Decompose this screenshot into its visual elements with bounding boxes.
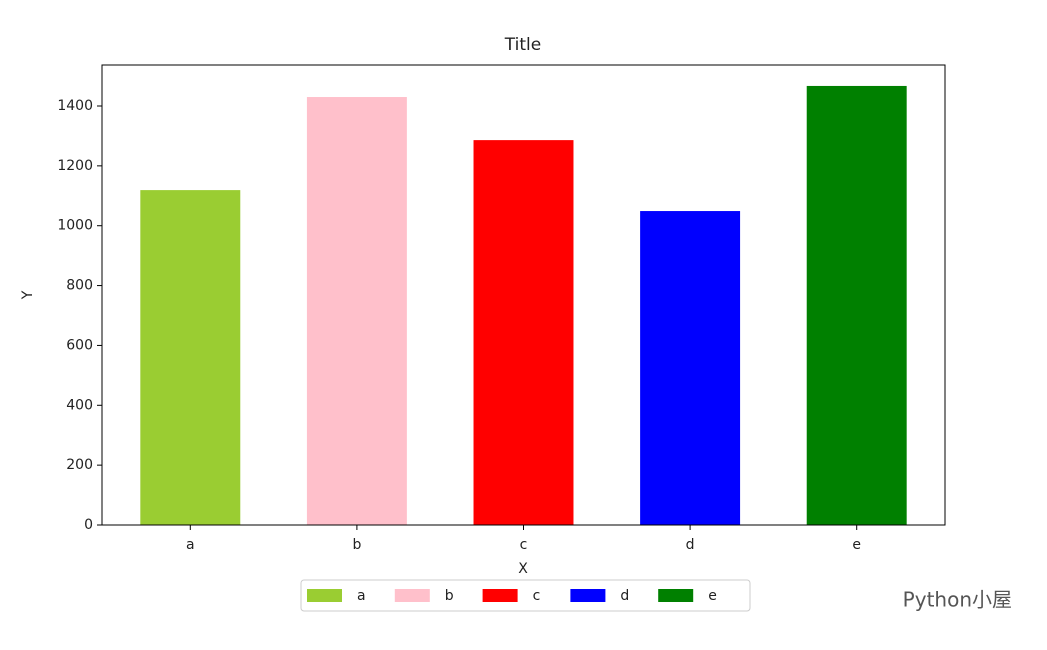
y-tick-label: 400 — [66, 397, 93, 413]
legend-label: d — [620, 588, 629, 604]
legend-label: e — [708, 588, 717, 604]
x-tick-label: d — [686, 537, 695, 553]
bar — [806, 85, 907, 526]
y-tick-label: 600 — [66, 337, 93, 353]
y-tick-label: 1200 — [57, 158, 93, 174]
bar — [640, 211, 741, 525]
y-tick-label: 0 — [84, 517, 93, 533]
legend-swatch — [482, 589, 518, 602]
x-tick-label: e — [852, 537, 861, 553]
chart-title: Title — [504, 35, 541, 55]
legend-label: a — [357, 588, 366, 604]
x-tick-label: b — [352, 537, 361, 553]
x-tick-label: c — [520, 537, 528, 553]
legend-swatch — [658, 589, 694, 602]
plot-frame — [101, 64, 946, 526]
legend-swatch — [394, 589, 430, 602]
legend-box — [300, 579, 751, 612]
bar — [140, 190, 241, 526]
y-tick-label: 1000 — [57, 218, 93, 234]
legend-label: c — [533, 588, 541, 604]
x-axis-label: X — [518, 561, 528, 577]
y-axis-label: Y — [20, 290, 36, 300]
bar — [473, 140, 574, 525]
watermark: Python小屋 — [903, 588, 1012, 612]
y-tick-label: 1400 — [57, 98, 93, 114]
legend-swatch — [307, 589, 342, 602]
legend-label: b — [445, 588, 454, 604]
x-tick-label: a — [186, 537, 195, 553]
bar — [306, 97, 407, 525]
y-tick-label: 800 — [66, 278, 93, 294]
y-tick-label: 200 — [66, 457, 93, 473]
legend-swatch — [570, 589, 606, 602]
